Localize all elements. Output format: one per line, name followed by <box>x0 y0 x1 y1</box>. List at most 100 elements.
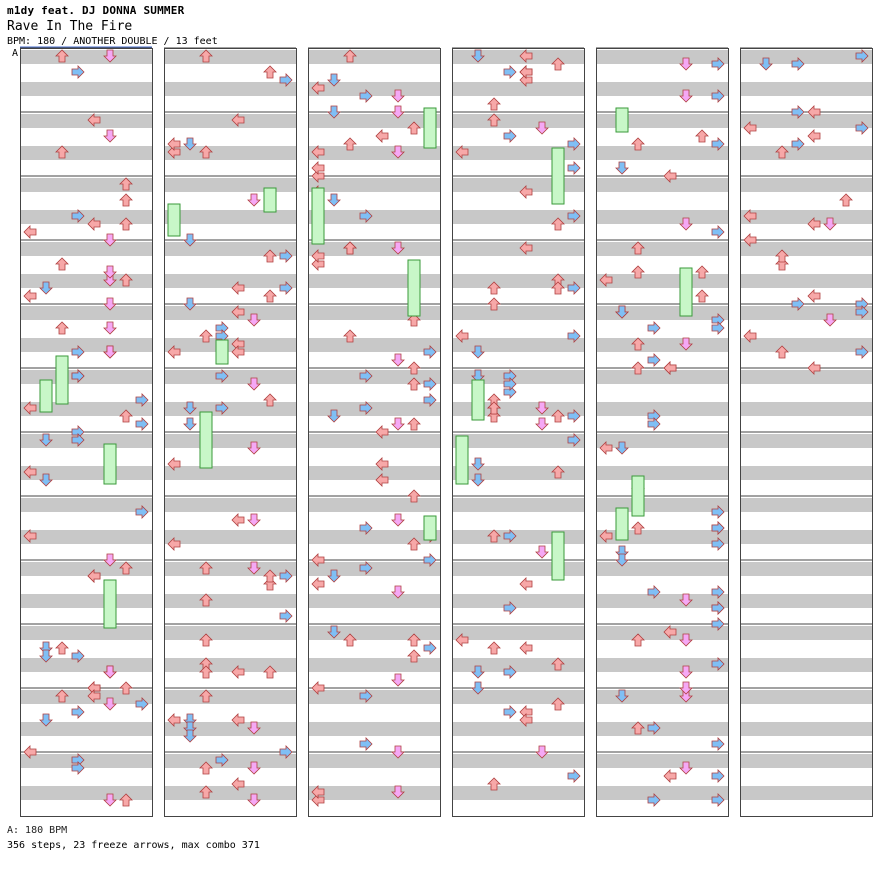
step-arrow-icon <box>343 241 357 255</box>
beat-stripe <box>20 690 152 704</box>
step-arrow-icon <box>487 777 501 791</box>
beat-stripe <box>20 626 152 640</box>
beat-stripe <box>20 146 152 160</box>
step-arrow-icon <box>279 745 293 759</box>
step-arrow-icon <box>631 265 645 279</box>
freeze-arrow <box>39 379 53 413</box>
step-arrow-icon <box>391 105 405 119</box>
beat-stripe <box>596 754 728 768</box>
step-arrow-icon <box>519 577 533 591</box>
step-arrow-icon <box>631 241 645 255</box>
beat-stripe <box>308 434 440 448</box>
step-arrow-icon <box>199 593 213 607</box>
beat-stripe <box>452 306 584 320</box>
step-arrow-icon <box>119 793 133 807</box>
beat-stripe <box>164 498 296 512</box>
step-arrow-icon <box>359 209 373 223</box>
step-arrow-icon <box>215 401 229 415</box>
step-arrow-icon <box>679 57 693 71</box>
beat-stripe <box>164 82 296 96</box>
beat-stripe <box>20 178 152 192</box>
step-arrow-icon <box>823 313 837 327</box>
step-arrow-icon <box>519 49 533 63</box>
step-arrow-icon <box>711 137 725 151</box>
beat-stripe <box>740 690 872 704</box>
beat-stripe <box>164 306 296 320</box>
beat-stripe <box>596 178 728 192</box>
beat-stripe <box>452 402 584 416</box>
beat-stripe <box>596 338 728 352</box>
step-arrow-icon <box>167 457 181 471</box>
step-arrow-icon <box>711 505 725 519</box>
step-arrow-icon <box>183 137 197 151</box>
beat-stripe <box>164 114 296 128</box>
beat-stripe <box>596 530 728 544</box>
beat-stripe <box>308 786 440 800</box>
freeze-arrow <box>615 107 629 133</box>
step-arrow-icon <box>343 137 357 151</box>
beat-stripe <box>20 434 152 448</box>
step-arrow-icon <box>343 633 357 647</box>
beat-stripe <box>20 658 152 672</box>
step-arrow-icon <box>647 417 661 431</box>
step-arrow-icon <box>103 793 117 807</box>
step-arrow-icon <box>391 89 405 103</box>
step-arrow-icon <box>503 65 517 79</box>
step-arrow-icon <box>567 281 581 295</box>
step-arrow-icon <box>311 161 325 175</box>
beat-stripe <box>452 530 584 544</box>
step-arrow-icon <box>55 257 69 271</box>
beat-stripe <box>164 50 296 64</box>
step-arrow-icon <box>663 769 677 783</box>
step-arrow-icon <box>807 217 821 231</box>
step-arrow-icon <box>679 681 693 695</box>
beat-stripe <box>740 626 872 640</box>
step-arrow-icon <box>551 697 565 711</box>
step-arrow-icon <box>455 145 469 159</box>
step-arrow-icon <box>535 745 549 759</box>
beat-stripe <box>164 178 296 192</box>
step-arrow-icon <box>503 377 517 391</box>
beat-stripe <box>596 466 728 480</box>
step-arrow-icon <box>359 401 373 415</box>
step-arrow-icon <box>535 121 549 135</box>
step-arrow-icon <box>711 769 725 783</box>
beat-stripe <box>308 562 440 576</box>
beat-stripe <box>452 82 584 96</box>
beat-stripe <box>740 658 872 672</box>
step-arrow-icon <box>135 505 149 519</box>
step-arrow-icon <box>103 233 117 247</box>
beat-stripe <box>452 50 584 64</box>
step-arrow-icon <box>647 793 661 807</box>
freeze-arrow <box>263 187 277 213</box>
column-frame <box>164 48 297 817</box>
step-arrow-icon <box>567 329 581 343</box>
step-arrow-icon <box>679 217 693 231</box>
step-arrow-icon <box>647 585 661 599</box>
step-arrow-icon <box>503 601 517 615</box>
step-arrow-icon <box>199 49 213 63</box>
beat-stripe <box>740 370 872 384</box>
beat-stripe <box>20 50 152 64</box>
step-arrow-icon <box>615 553 629 567</box>
freeze-arrow <box>423 515 437 541</box>
step-arrow-icon <box>23 289 37 303</box>
step-arrow-icon <box>679 665 693 679</box>
beat-stripe <box>308 146 440 160</box>
step-arrow-icon <box>391 353 405 367</box>
beat-stripe <box>164 274 296 288</box>
freeze-arrow <box>471 379 485 421</box>
beat-stripe <box>20 466 152 480</box>
step-arrow-icon <box>711 585 725 599</box>
step-arrow-icon <box>327 105 341 119</box>
step-arrow-icon <box>567 769 581 783</box>
step-arrow-icon <box>231 345 245 359</box>
step-arrow-icon <box>487 529 501 543</box>
freeze-arrow <box>103 443 117 485</box>
beat-stripe <box>308 178 440 192</box>
step-arrow-icon <box>119 409 133 423</box>
beat-stripe <box>308 594 440 608</box>
step-arrow-icon <box>551 657 565 671</box>
step-arrow-icon <box>311 553 325 567</box>
freeze-arrow <box>551 531 565 581</box>
